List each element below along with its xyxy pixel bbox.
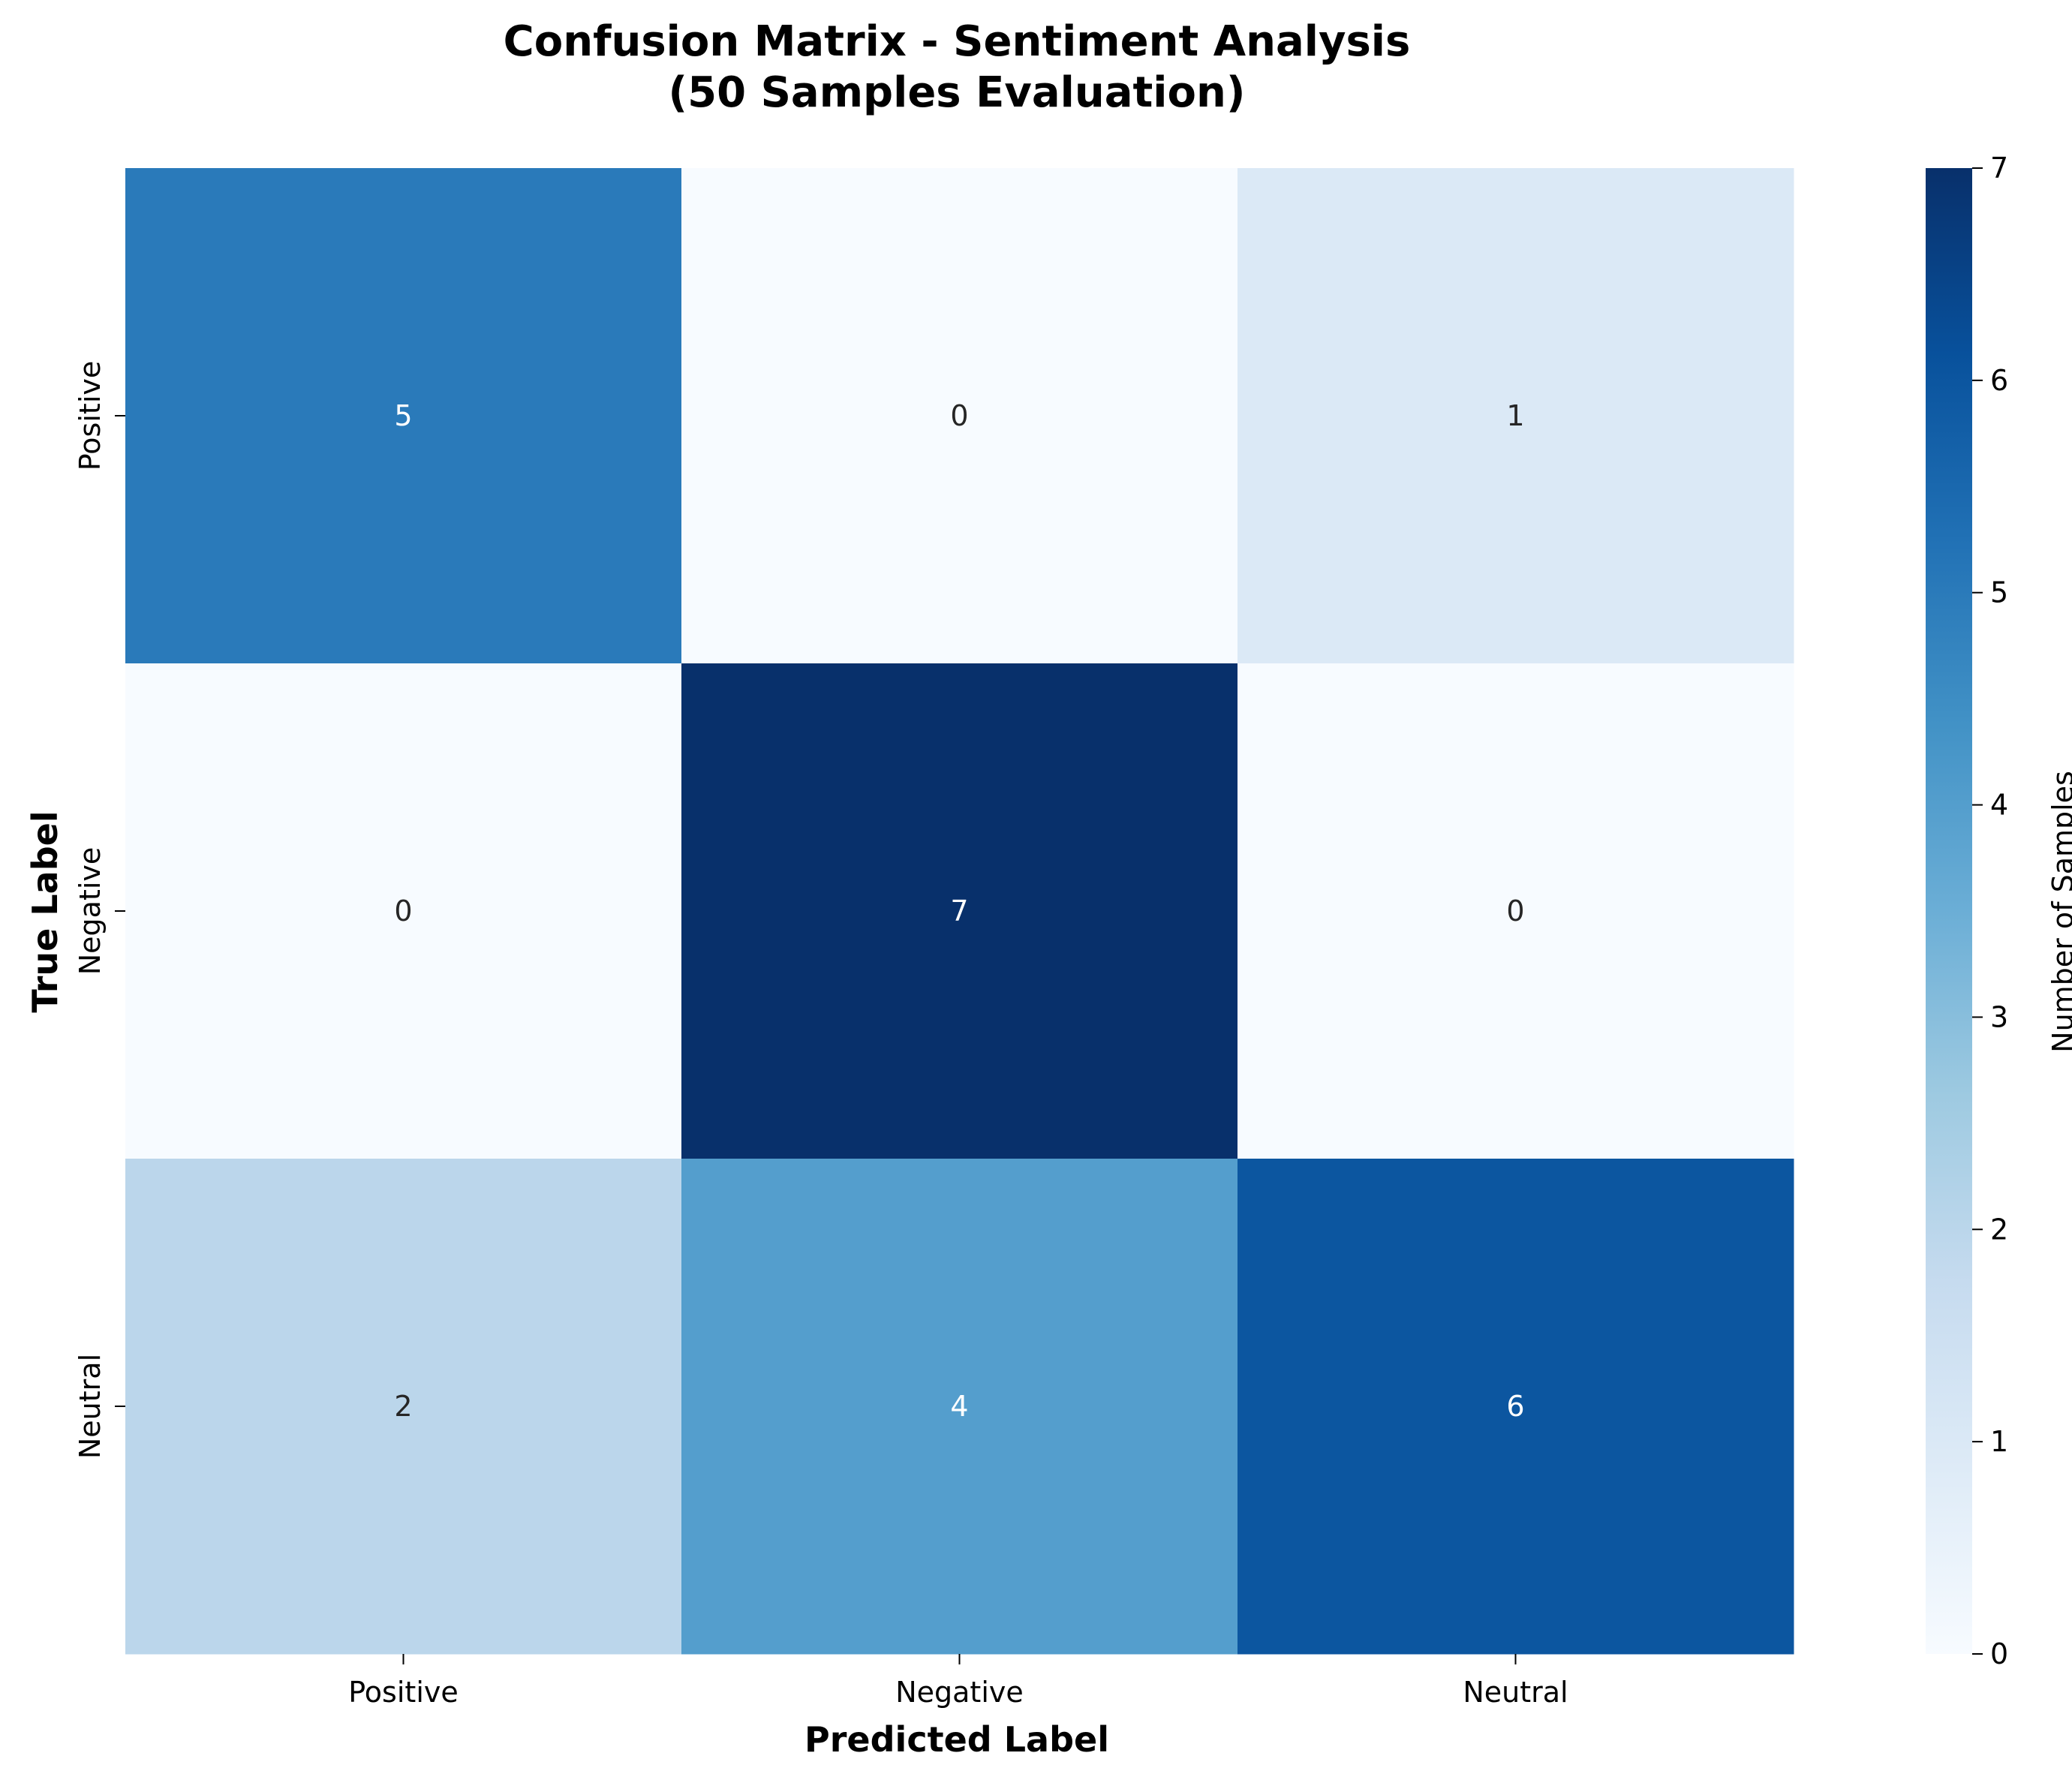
heatmap-cell xyxy=(1237,168,1794,664)
colorbar-tick-label: 2 xyxy=(1990,1213,2008,1246)
heatmap-cells xyxy=(125,168,1794,1655)
colorbar-tick-label: 0 xyxy=(1990,1637,2008,1670)
colorbar-tick-label: 6 xyxy=(1990,364,2008,397)
heatmap-cell-value: 0 xyxy=(950,399,968,432)
heatmap-cell-value: 2 xyxy=(394,1390,412,1423)
heatmap-cell-labels: 5 0 1 0 7 0 2 4 6 xyxy=(394,399,1524,1423)
heatmap-cell-value: 4 xyxy=(950,1390,968,1423)
colorbar-tick-label: 3 xyxy=(1990,1000,2008,1033)
chart-title-line2: (50 Samples Evaluation) xyxy=(669,68,1246,117)
heatmap-cell xyxy=(681,663,1238,1159)
x-tick-label: Negative xyxy=(895,1676,1024,1709)
chart-title-line1: Confusion Matrix - Sentiment Analysis xyxy=(504,17,1411,66)
heatmap-cell xyxy=(125,168,682,664)
heatmap-cell xyxy=(125,663,682,1159)
colorbar-ticks: 0 1 2 3 4 5 6 7 xyxy=(1972,152,2008,1670)
y-tick-label: Neutral xyxy=(74,1354,107,1459)
heatmap-cell xyxy=(1237,1159,1794,1655)
colorbar-tick-label: 7 xyxy=(1990,152,2008,185)
colorbar xyxy=(1926,168,1972,1654)
heatmap-cell xyxy=(1237,663,1794,1159)
heatmap-cell-value: 1 xyxy=(1506,399,1524,432)
colorbar-tick-label: 1 xyxy=(1990,1425,2008,1458)
colorbar-tick-label: 4 xyxy=(1990,789,2008,822)
heatmap-cell-value: 7 xyxy=(950,895,968,928)
x-axis-title: Predicted Label xyxy=(804,1719,1109,1760)
y-tick-label: Positive xyxy=(74,361,107,471)
colorbar-tick-label: 5 xyxy=(1990,576,2008,609)
y-tick-label: Negative xyxy=(74,847,107,976)
heatmap-cell-value: 0 xyxy=(394,895,412,928)
heatmap-cell xyxy=(681,1159,1238,1655)
y-axis-title: True Label xyxy=(25,810,65,1012)
x-axis-ticks: Positive Negative Neutral xyxy=(348,1654,1568,1709)
colorbar-title: Number of Samples xyxy=(2046,771,2072,1053)
heatmap-cell-value: 5 xyxy=(394,399,412,432)
heatmap-cell-value: 6 xyxy=(1506,1390,1524,1423)
heatmap-cell xyxy=(681,168,1238,664)
y-axis-ticks: Positive Negative Neutral xyxy=(74,361,125,1459)
heatmap-cell-value: 0 xyxy=(1506,895,1524,928)
x-tick-label: Neutral xyxy=(1463,1676,1568,1709)
x-tick-label: Positive xyxy=(348,1676,459,1709)
heatmap-cell xyxy=(125,1159,682,1655)
